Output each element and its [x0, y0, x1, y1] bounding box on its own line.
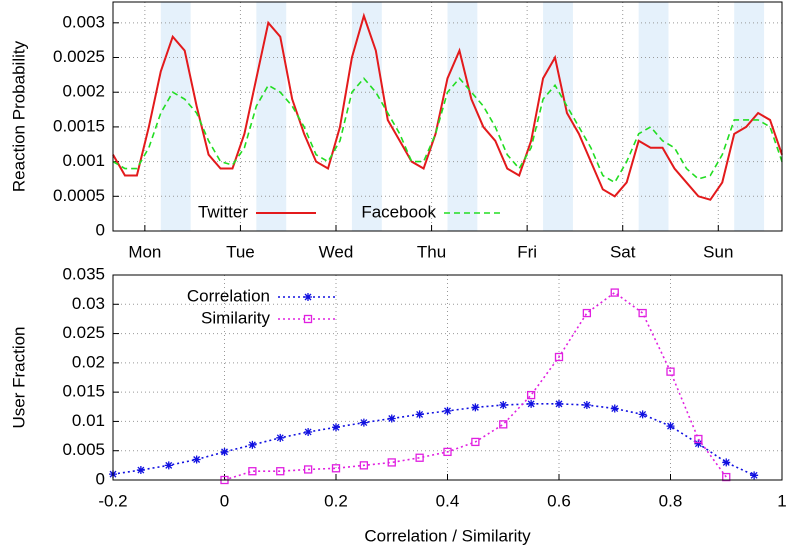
x-tick-label: Wed: [319, 242, 354, 261]
marker: [443, 406, 452, 415]
marker: [526, 390, 536, 400]
marker: [555, 399, 563, 408]
marker: [276, 467, 285, 476]
marker: [638, 308, 647, 318]
y-tick-label: 0.02: [72, 352, 105, 371]
marker: [332, 423, 340, 432]
marker: [582, 308, 592, 318]
legend-label: Twitter: [198, 202, 248, 221]
plot-frame: [112, 274, 783, 481]
marker: [192, 455, 201, 464]
x-tick-label: Tue: [226, 242, 255, 261]
y-tick-label: 0.002: [62, 82, 105, 101]
x-tick-label: Sun: [703, 242, 733, 261]
marker: [248, 440, 257, 449]
y-tick-label: 0.0025: [53, 47, 105, 66]
marker: [387, 458, 396, 467]
marker: [694, 434, 703, 444]
plot-frame: [112, 1, 783, 232]
y-tick-label: 0.03: [72, 294, 105, 313]
marker: [276, 433, 285, 442]
marker: [164, 461, 173, 470]
marker: [248, 467, 257, 476]
y-tick-label: 0.015: [62, 382, 105, 401]
x-tick-label: 1: [777, 491, 786, 510]
series-line: [112, 77, 783, 184]
marker: [304, 427, 313, 436]
marker: [220, 447, 229, 456]
x-tick-label: 0.4: [436, 491, 460, 510]
y-tick-label: 0.035: [62, 264, 105, 283]
marker: [499, 401, 508, 410]
marker: [387, 414, 396, 423]
x-tick-label: 0: [220, 491, 229, 510]
marker: [471, 403, 480, 412]
x-axis-label: Correlation / Similarity: [364, 526, 531, 545]
y-tick-label: 0: [96, 220, 105, 239]
y-tick-label: 0.025: [62, 323, 105, 342]
marker: [443, 447, 452, 457]
marker: [527, 399, 536, 408]
marker: [610, 288, 619, 297]
marker: [554, 352, 564, 362]
series-line: [112, 12, 783, 201]
marker: [331, 464, 341, 473]
marker: [694, 439, 703, 448]
shaded-span: [734, 2, 765, 231]
y-tick-label: 0.0015: [53, 116, 105, 135]
marker: [415, 410, 424, 419]
series-line: [224, 291, 727, 481]
marker: [303, 465, 313, 474]
y-tick-label: 0.01: [72, 411, 105, 430]
y-tick-label: 0.0005: [53, 186, 105, 205]
shaded-span: [447, 2, 478, 231]
y-axis-label: Reaction Probability: [9, 40, 28, 192]
marker: [638, 410, 647, 419]
marker: [666, 367, 675, 376]
marker: [471, 437, 480, 447]
x-tick-label: Thu: [417, 242, 446, 261]
marker: [415, 453, 424, 462]
marker: [582, 401, 591, 410]
x-tick-label: Mon: [128, 242, 161, 261]
marker: [303, 314, 313, 324]
y-tick-label: 0.001: [62, 151, 105, 170]
x-tick-label: 0.8: [659, 491, 683, 510]
legend-label: Facebook: [361, 202, 436, 221]
x-tick-label: -0.2: [98, 491, 127, 510]
x-tick-label: Fri: [517, 242, 537, 261]
x-tick-label: Sat: [610, 242, 636, 261]
marker: [136, 466, 145, 475]
series-line: [112, 403, 755, 477]
marker: [722, 472, 731, 482]
x-tick-label: 0.2: [324, 491, 348, 510]
legend-label: Similarity: [201, 308, 270, 327]
marker: [722, 458, 731, 467]
legend-label: Correlation: [187, 286, 270, 305]
marker: [359, 461, 369, 470]
x-tick-label: 0.6: [547, 491, 571, 510]
marker: [304, 293, 312, 301]
y-tick-label: 0: [96, 469, 105, 488]
y-tick-label: 0.005: [62, 440, 105, 459]
marker: [610, 404, 619, 413]
marker: [750, 471, 759, 480]
shaded-span: [638, 2, 669, 231]
marker: [359, 418, 368, 427]
marker: [499, 420, 508, 429]
y-axis-label: User Fraction: [9, 326, 28, 428]
marker: [666, 422, 675, 431]
y-tick-label: 0.003: [62, 12, 105, 31]
